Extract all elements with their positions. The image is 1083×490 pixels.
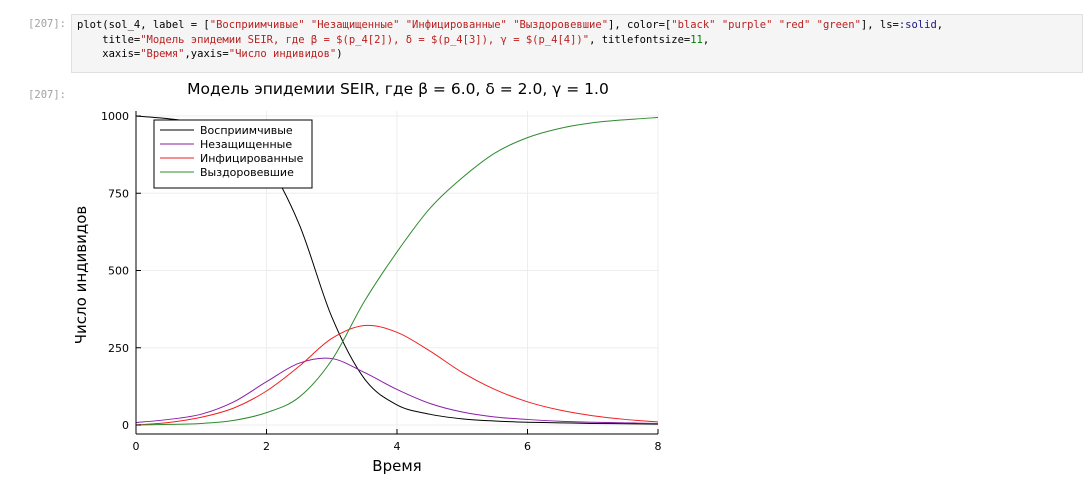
- input-prompt: [207]:: [28, 18, 66, 30]
- x-tick-label: 0: [133, 440, 140, 453]
- output-prompt: [207]:: [28, 89, 66, 101]
- legend: ВосприимчивыеНезащищенныеИнфицированныеВ…: [153, 119, 313, 189]
- x-tick-label: 4: [394, 440, 401, 453]
- y-tick-label: 250: [108, 342, 129, 355]
- chart-title: Модель эпидемии SEIR, где β = 6.0, δ = 2…: [187, 80, 609, 98]
- y-tick-label: 0: [122, 419, 129, 432]
- series-line-2: [135, 357, 659, 424]
- legend-label: Выздоровевшие: [200, 166, 294, 179]
- y-axis-label: Число индивидов: [72, 206, 90, 344]
- legend-label: Незащищенные: [200, 138, 292, 151]
- x-axis-label: Время: [372, 457, 421, 475]
- series-line-3: [135, 324, 659, 426]
- legend-box: [153, 119, 313, 189]
- series-line-4: [135, 117, 659, 426]
- legend-label: Инфицированные: [200, 152, 304, 165]
- seir-line-chart: Модель эпидемии SEIR, где β = 6.0, δ = 2…: [72, 80, 662, 475]
- y-tick-label: 750: [108, 187, 129, 200]
- axis-ticks: 0 2 4 6 8 0 250 500 750 1000: [101, 110, 662, 453]
- x-tick-label: 8: [655, 440, 662, 453]
- x-tick-label: 2: [263, 440, 270, 453]
- code-cell[interactable]: plot(sol_4, label = ["Восприимчивые" "Не…: [71, 14, 1083, 73]
- y-tick-label: 1000: [101, 110, 129, 123]
- legend-label: Восприимчивые: [200, 124, 293, 137]
- x-tick-label: 6: [524, 440, 531, 453]
- code-editor[interactable]: plot(sol_4, label = ["Восприимчивые" "Не…: [77, 19, 944, 60]
- y-tick-label: 500: [108, 265, 129, 278]
